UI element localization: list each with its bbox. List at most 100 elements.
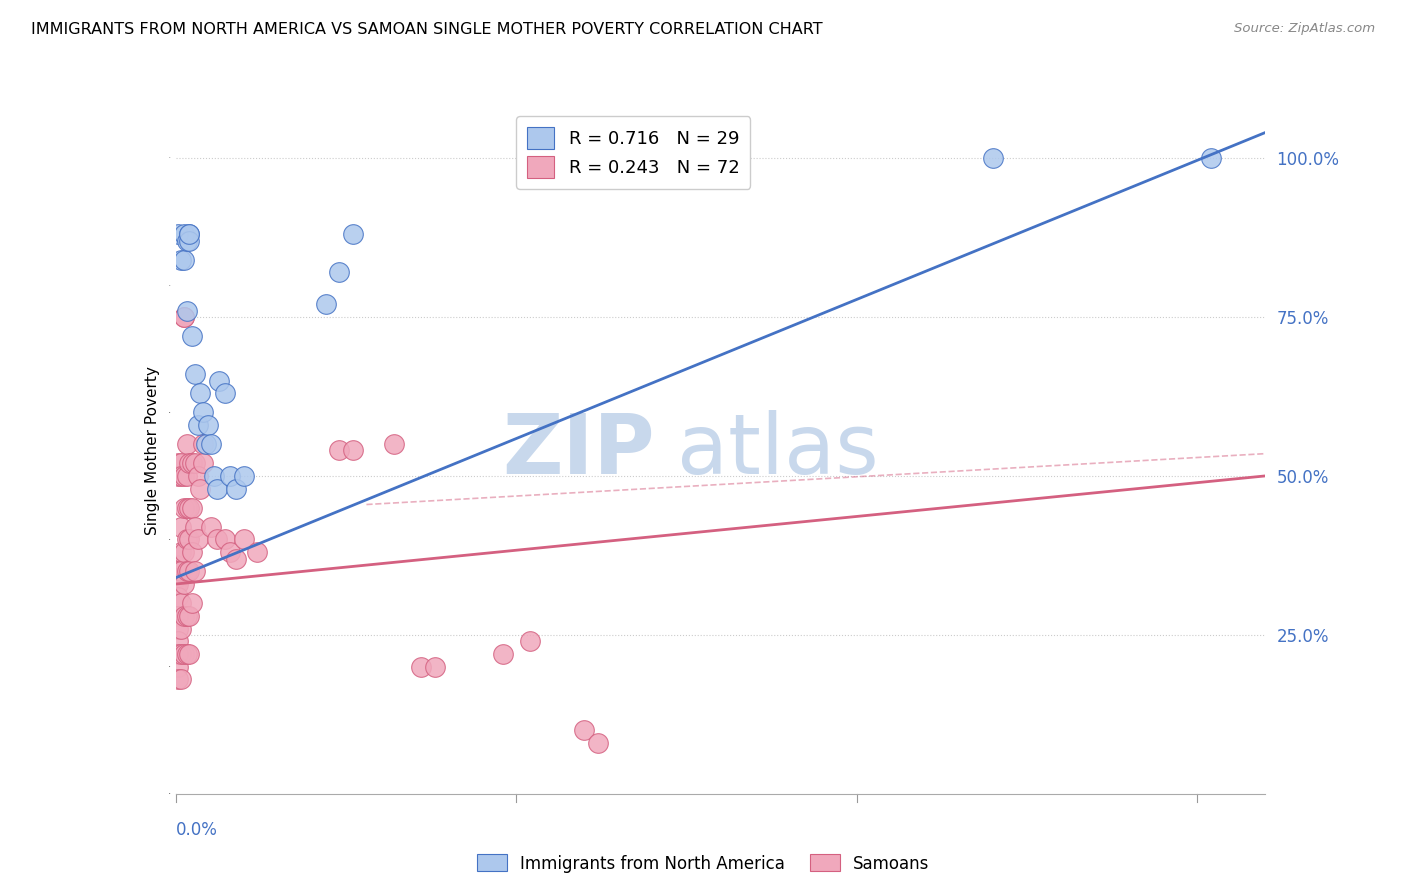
Point <box>173 545 195 559</box>
Point <box>165 558 187 572</box>
Point <box>492 647 515 661</box>
Point <box>188 386 211 401</box>
Point <box>409 659 432 673</box>
Point <box>184 564 207 578</box>
Point <box>165 571 187 585</box>
Point <box>328 265 350 279</box>
Point <box>246 545 269 559</box>
Point <box>170 673 193 687</box>
Point <box>328 443 350 458</box>
Point <box>176 469 198 483</box>
Point <box>167 456 190 470</box>
Point <box>173 647 195 661</box>
Point <box>202 469 225 483</box>
Point <box>191 437 214 451</box>
Point <box>170 564 193 578</box>
Legend: R = 0.716   N = 29, R = 0.243   N = 72: R = 0.716 N = 29, R = 0.243 N = 72 <box>516 116 751 189</box>
Point <box>167 608 190 623</box>
Point <box>214 386 236 401</box>
Point <box>170 596 193 610</box>
Point <box>173 469 195 483</box>
Point <box>167 227 190 242</box>
Point <box>176 608 198 623</box>
Point <box>197 417 219 432</box>
Point <box>179 456 201 470</box>
Point <box>170 622 193 636</box>
Point <box>179 533 201 547</box>
Point <box>170 647 193 661</box>
Point <box>167 590 190 604</box>
Text: ZIP: ZIP <box>503 410 655 491</box>
Point <box>200 437 222 451</box>
Y-axis label: Single Mother Poverty: Single Mother Poverty <box>145 366 160 535</box>
Point <box>586 736 609 750</box>
Text: IMMIGRANTS FROM NORTH AMERICA VS SAMOAN SINGLE MOTHER POVERTY CORRELATION CHART: IMMIGRANTS FROM NORTH AMERICA VS SAMOAN … <box>31 22 823 37</box>
Point <box>170 520 193 534</box>
Point <box>167 673 190 687</box>
Point <box>188 482 211 496</box>
Point <box>179 564 201 578</box>
Point <box>382 437 405 451</box>
Point <box>342 443 364 458</box>
Point <box>214 533 236 547</box>
Point <box>167 647 190 661</box>
Point <box>179 227 201 242</box>
Legend: Immigrants from North America, Samoans: Immigrants from North America, Samoans <box>470 847 936 880</box>
Text: atlas: atlas <box>678 410 879 491</box>
Point <box>170 252 193 267</box>
Point <box>167 577 190 591</box>
Point <box>167 469 190 483</box>
Point <box>170 456 193 470</box>
Point <box>179 234 201 248</box>
Point <box>200 520 222 534</box>
Point <box>205 533 228 547</box>
Point <box>225 551 247 566</box>
Point <box>173 252 195 267</box>
Text: 0.0%: 0.0% <box>176 822 218 839</box>
Point <box>519 634 541 648</box>
Point <box>181 329 204 343</box>
Point <box>186 469 209 483</box>
Point <box>173 500 195 515</box>
Point <box>176 437 198 451</box>
Point <box>219 469 242 483</box>
Point <box>219 545 242 559</box>
Point <box>176 500 198 515</box>
Point <box>191 405 214 419</box>
Point <box>342 227 364 242</box>
Point <box>173 310 195 324</box>
Point <box>186 533 209 547</box>
Point <box>1199 151 1222 165</box>
Point <box>167 659 190 673</box>
Point <box>173 227 195 242</box>
Point <box>232 469 254 483</box>
Point <box>167 564 190 578</box>
Point <box>184 520 207 534</box>
Point <box>176 564 198 578</box>
Point <box>165 564 187 578</box>
Point <box>179 227 201 242</box>
Point <box>179 500 201 515</box>
Point <box>181 596 204 610</box>
Point <box>173 310 195 324</box>
Point <box>176 533 198 547</box>
Point <box>225 482 247 496</box>
Point <box>170 545 193 559</box>
Point <box>574 723 596 738</box>
Point <box>191 456 214 470</box>
Point <box>232 533 254 547</box>
Point <box>173 608 195 623</box>
Point <box>170 469 193 483</box>
Point <box>423 659 446 673</box>
Point <box>176 303 198 318</box>
Point <box>176 234 198 248</box>
Point <box>181 545 204 559</box>
Point <box>981 151 1004 165</box>
Point <box>181 456 204 470</box>
Point <box>194 437 217 451</box>
Point <box>208 374 231 388</box>
Text: Source: ZipAtlas.com: Source: ZipAtlas.com <box>1234 22 1375 36</box>
Point <box>205 482 228 496</box>
Point <box>179 647 201 661</box>
Point <box>315 297 337 311</box>
